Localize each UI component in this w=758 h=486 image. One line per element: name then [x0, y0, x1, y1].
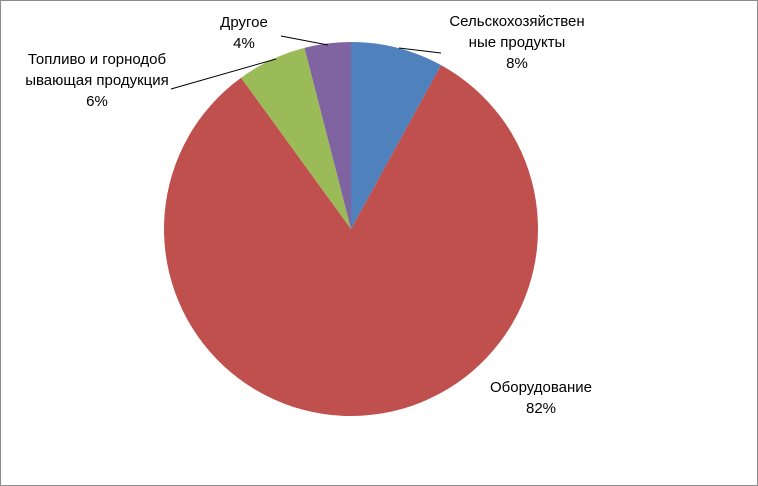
slice-label: Сельскохозяйственные продукты 8%: [447, 11, 587, 74]
pie-slice: [163, 65, 538, 416]
leader-line: [280, 35, 329, 46]
value-label: 4%: [233, 35, 255, 52]
category-name: Топливо и горнодобывающая продукция: [25, 51, 169, 89]
pie-slice: [241, 47, 351, 229]
slice-label: Другое 4%: [209, 12, 279, 54]
category-name: Сельскохозяйственные продукты: [449, 13, 585, 51]
category-name: Другое: [220, 14, 268, 31]
value-label: 6%: [86, 93, 108, 110]
value-label: 8%: [506, 55, 528, 72]
leader-line: [398, 47, 442, 54]
slice-label: Оборудование 82%: [471, 377, 611, 419]
category-name: Оборудование: [489, 379, 593, 396]
leader-line: [170, 58, 277, 90]
slice-label: Топливо и горнодобывающая продукция 6%: [23, 49, 171, 112]
value-label: 82%: [525, 400, 557, 417]
pie-slice: [304, 42, 351, 229]
pie-slice: [351, 42, 442, 229]
